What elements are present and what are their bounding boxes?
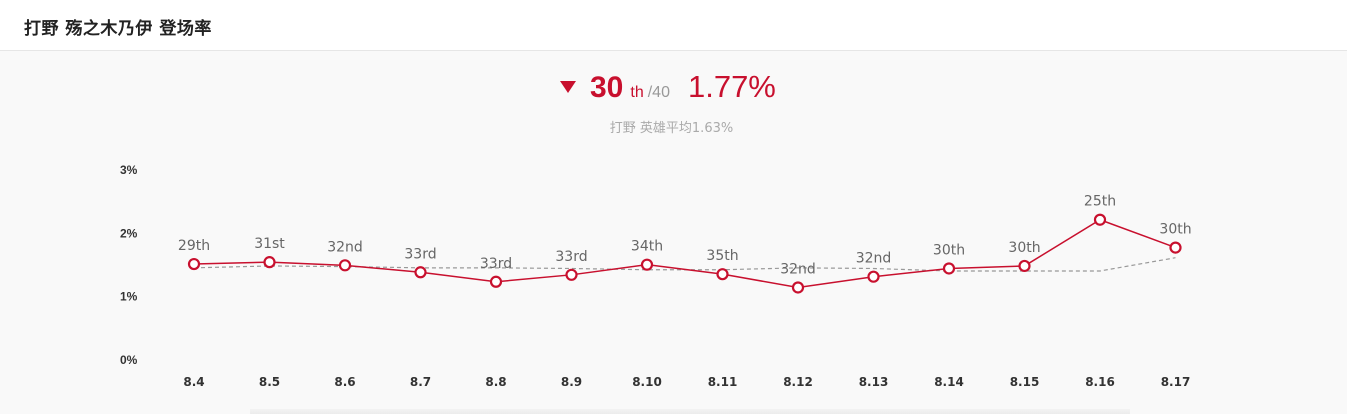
x-tick-label: 8.4 bbox=[183, 375, 204, 389]
data-label: 30th bbox=[1008, 240, 1040, 256]
x-tick-label: 8.14 bbox=[934, 375, 964, 389]
x-tick-label: 8.17 bbox=[1161, 375, 1191, 389]
chart-panel: 30 th /40 1.77% 打野 英雄平均1.63% bbox=[0, 51, 1347, 414]
y-tick-label: 2% bbox=[120, 226, 138, 240]
rank-number: 30 bbox=[590, 71, 624, 104]
data-label: 32nd bbox=[327, 239, 363, 255]
rank-suffix: th bbox=[630, 84, 644, 101]
x-tick-label: 8.12 bbox=[783, 375, 813, 389]
x-tick-label: 8.15 bbox=[1010, 375, 1040, 389]
data-point bbox=[1093, 213, 1107, 226]
y-tick-label: 3% bbox=[120, 163, 138, 177]
chart-header: 打野 殇之木乃伊 登场率 bbox=[0, 0, 1347, 51]
data-point bbox=[565, 268, 578, 281]
data-label: 34th bbox=[631, 239, 663, 255]
rank-down-arrow-icon bbox=[560, 81, 576, 93]
data-label: 32nd bbox=[780, 261, 816, 277]
rank-summary: 30 th /40 1.77% 打野 英雄平均1.63% bbox=[0, 51, 1347, 136]
x-tick-label: 8.10 bbox=[632, 375, 662, 389]
data-label: 33rd bbox=[555, 249, 587, 265]
pick-rate-value: 1.77% bbox=[687, 69, 776, 104]
page-title: 打野 殇之木乃伊 登场率 bbox=[24, 19, 212, 39]
data-point bbox=[338, 259, 352, 272]
data-point bbox=[414, 266, 427, 279]
data-label: 30th bbox=[933, 242, 965, 258]
x-tick-label: 8.8 bbox=[485, 375, 506, 389]
x-tick-label: 8.5 bbox=[259, 375, 280, 389]
data-label: 33rd bbox=[404, 246, 436, 262]
data-label: 25th bbox=[1084, 194, 1116, 210]
x-tick-label: 8.11 bbox=[708, 375, 738, 389]
data-point bbox=[867, 270, 880, 283]
x-tick-label: 8.6 bbox=[334, 375, 355, 389]
data-point bbox=[1169, 241, 1182, 254]
rank-total: /40 bbox=[647, 84, 670, 101]
data-label: 30th bbox=[1159, 222, 1191, 238]
role-average-text: 打野 英雄平均1.63% bbox=[609, 121, 734, 136]
x-tick-label: 8.16 bbox=[1085, 375, 1115, 389]
data-point bbox=[791, 281, 805, 294]
x-tick-label: 8.13 bbox=[859, 375, 889, 389]
y-tick-label: 0% bbox=[120, 353, 138, 367]
data-point bbox=[489, 275, 503, 288]
y-tick-label: 1% bbox=[120, 290, 138, 304]
data-label: 29th bbox=[178, 238, 210, 254]
data-point bbox=[640, 258, 654, 271]
data-label: 33rd bbox=[480, 256, 512, 272]
data-point bbox=[1018, 259, 1031, 273]
x-tick-label: 8.7 bbox=[410, 375, 431, 389]
pick-rate-series-line bbox=[193, 218, 1176, 289]
data-point bbox=[716, 268, 729, 281]
rank-row: 30 th /40 1.77% bbox=[560, 69, 776, 109]
data-point bbox=[942, 262, 956, 275]
data-label: 31st bbox=[254, 236, 285, 252]
data-point bbox=[187, 257, 201, 271]
data-point bbox=[263, 256, 276, 269]
data-label: 32nd bbox=[856, 251, 892, 267]
data-label: 35th bbox=[706, 248, 738, 264]
x-tick-label: 8.9 bbox=[561, 375, 582, 389]
bottom-divider bbox=[250, 409, 1130, 414]
